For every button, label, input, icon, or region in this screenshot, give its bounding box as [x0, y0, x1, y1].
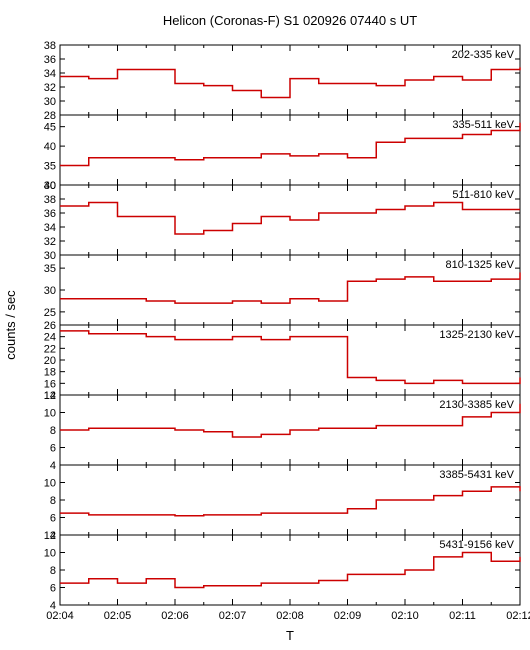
panel-label: 1325-2130 keV: [439, 329, 514, 341]
chart-title: Helicon (Coronas-F) S1 020926 07440 s UT: [163, 13, 417, 28]
panel-6: 468103385-5431 keV: [44, 465, 520, 542]
y-tick-label: 34: [44, 68, 56, 80]
data-line: [60, 67, 520, 97]
y-tick-label: 16: [44, 378, 56, 390]
panel-label: 3385-5431 keV: [439, 469, 514, 481]
panel-4: 141618202224261325-2130 keV: [44, 320, 520, 402]
y-tick-label: 36: [44, 54, 56, 66]
panel-border: [60, 115, 520, 185]
y-tick-label: 26: [44, 320, 56, 332]
panel-label: 335-511 keV: [452, 119, 514, 131]
panel-7: 468101202:0402:0502:0602:0702:0802:0902:…: [44, 530, 530, 622]
y-tick-label: 6: [50, 583, 56, 595]
y-tick-label: 18: [44, 367, 56, 379]
panel-3: 25 30 35 810-1325 keV: [44, 255, 520, 325]
panel-label: 5431-9156 keV: [439, 539, 514, 551]
data-line: [60, 553, 520, 588]
x-tick-label: 02:12: [506, 610, 530, 622]
y-tick-label: 30: [44, 250, 56, 262]
y-tick-label: 35: [44, 263, 56, 275]
y-tick-label: 32: [44, 82, 56, 94]
y-tick-label: 12: [44, 390, 56, 402]
data-line: [60, 123, 520, 166]
y-tick-label: 32: [44, 236, 56, 248]
y-tick-label: 25: [44, 307, 56, 319]
y-tick-label: 6: [50, 513, 56, 525]
y-tick-label: 35: [44, 161, 56, 173]
y-tick-label: 4: [50, 460, 56, 472]
y-tick-label: 10: [44, 478, 56, 490]
y-tick-label: 34: [44, 222, 56, 234]
chart-svg: Helicon (Coronas-F) S1 020926 07440 s UT…: [0, 0, 530, 650]
x-axis-label: T: [286, 628, 294, 643]
y-tick-label: 6: [50, 443, 56, 455]
x-tick-label: 02:09: [334, 610, 362, 622]
y-tick-label: 45: [44, 122, 56, 134]
chart-container: Helicon (Coronas-F) S1 020926 07440 s UT…: [0, 0, 530, 650]
panel-2: 30 32 34 36 38 40 511-810 keV: [44, 180, 520, 262]
y-tick-label: 8: [50, 425, 56, 437]
y-tick-label: 38: [44, 40, 56, 52]
x-tick-label: 02:08: [276, 610, 304, 622]
y-tick-label: 8: [50, 495, 56, 507]
x-tick-label: 02:04: [46, 610, 74, 622]
y-tick-label: 40: [44, 180, 56, 192]
data-line: [60, 203, 520, 235]
y-tick-label: 12: [44, 530, 56, 542]
y-tick-label: 38: [44, 194, 56, 206]
y-tick-label: 40: [44, 141, 56, 153]
y-tick-label: 8: [50, 565, 56, 577]
panel-1: 30354045335-511 keV: [44, 115, 520, 192]
panel-label: 2130-3385 keV: [439, 399, 514, 411]
panel-5: 4 6 8 10 12 2130-3385 keV: [44, 390, 520, 472]
y-tick-label: 36: [44, 208, 56, 220]
y-tick-label: 30: [44, 96, 56, 108]
y-tick-label: 10: [44, 408, 56, 420]
x-tick-label: 02:06: [161, 610, 189, 622]
x-tick-label: 02:05: [104, 610, 132, 622]
y-tick-label: 30: [44, 285, 56, 297]
y-tick-label: 24: [44, 332, 56, 344]
data-line: [60, 487, 520, 516]
panel-label: 810-1325 keV: [446, 259, 515, 271]
y-tick-label: 28: [44, 110, 56, 122]
y-tick-label: 20: [44, 355, 56, 367]
x-tick-label: 02:10: [391, 610, 419, 622]
panel-label: 202-335 keV: [452, 49, 515, 61]
panel-0: 28 30 32 34 36 38 202-335 keV: [44, 40, 520, 122]
data-line: [60, 273, 520, 304]
x-tick-label: 02:11: [449, 610, 476, 622]
y-axis-label: counts / sec: [3, 290, 18, 360]
y-tick-label: 10: [44, 548, 56, 560]
y-tick-label: 22: [44, 343, 56, 355]
panel-label: 511-810 keV: [452, 189, 514, 201]
x-tick-label: 02:07: [219, 610, 247, 622]
